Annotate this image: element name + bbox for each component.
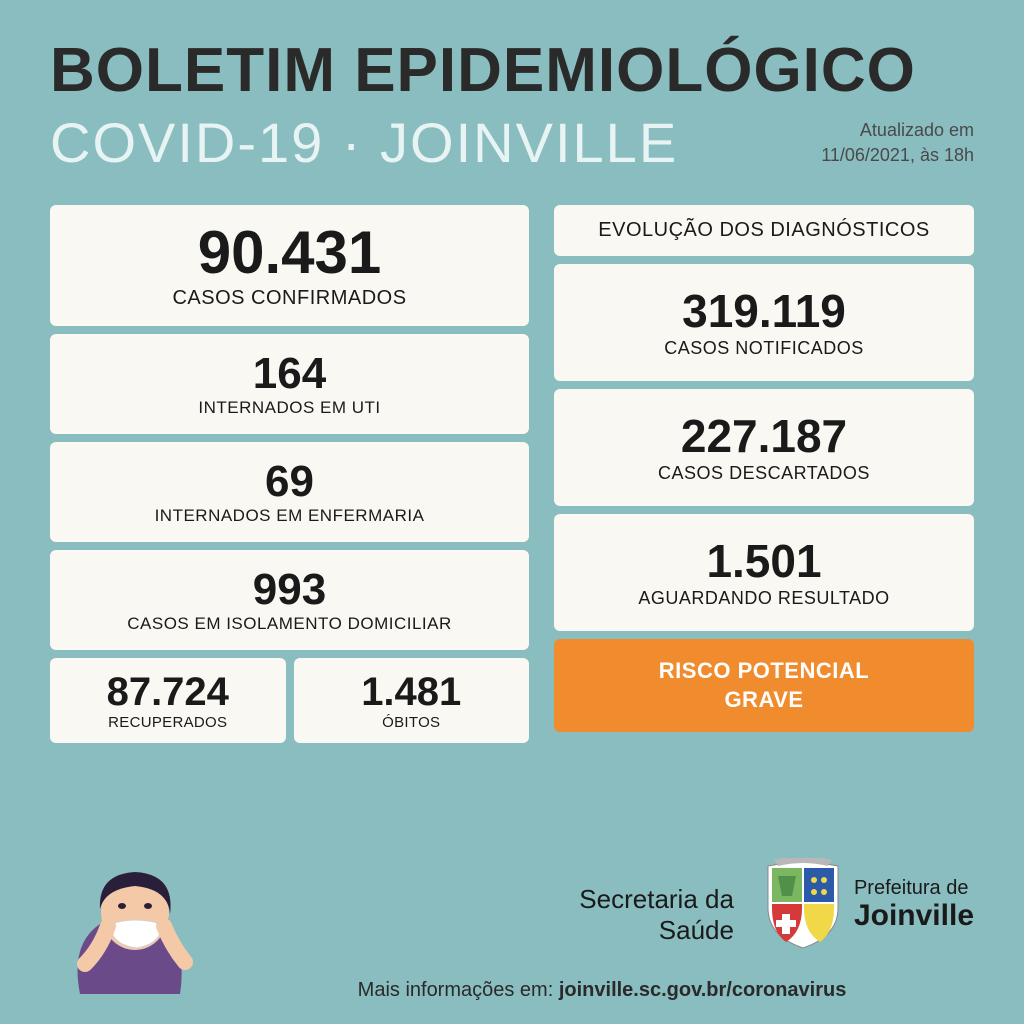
box-confirmed: 90.431 CASOS CONFIRMADOS: [50, 205, 529, 326]
ward-value: 69: [60, 460, 519, 504]
deaths-value: 1.481: [304, 672, 520, 712]
icu-label: INTERNADOS EM UTI: [60, 398, 519, 418]
updated-label: Atualizado em: [860, 120, 974, 140]
more-info-label: Mais informações em:: [358, 979, 554, 1001]
notified-label: CASOS NOTIFICADOS: [564, 338, 964, 359]
prefeitura-line1: Prefeitura de: [854, 877, 969, 899]
deaths-label: ÓBITOS: [304, 714, 520, 731]
confirmed-value: 90.431: [60, 223, 519, 283]
ward-label: INTERNADOS EM ENFERMARIA: [60, 506, 519, 526]
mask-person-icon: [50, 834, 210, 994]
secretaria-block: Secretaria da Saúde: [240, 884, 734, 946]
title-main: BOLETIM EPIDEMIOLÓGICO: [50, 40, 974, 102]
isolation-value: 993: [60, 568, 519, 612]
panel-left: 90.431 CASOS CONFIRMADOS 164 INTERNADOS …: [50, 205, 529, 743]
logo-block: Prefeitura de Joinville: [764, 858, 974, 950]
awaiting-label: AGUARDANDO RESULTADO: [564, 588, 964, 609]
box-isolation: 993 CASOS EM ISOLAMENTO DOMICILIAR: [50, 550, 529, 650]
box-risk: RISCO POTENCIAL GRAVE: [554, 639, 974, 732]
box-awaiting: 1.501 AGUARDANDO RESULTADO: [554, 514, 974, 631]
secretaria-line2: Saúde: [659, 915, 734, 945]
risk-line1: RISCO POTENCIAL: [659, 658, 869, 683]
header: BOLETIM EPIDEMIOLÓGICO COVID-19 · JOINVI…: [0, 0, 1024, 195]
recovered-value: 87.724: [60, 672, 276, 712]
notified-value: 319.119: [564, 288, 964, 334]
awaiting-value: 1.501: [564, 538, 964, 584]
prefeitura-city: Joinville: [854, 899, 974, 932]
panels: 90.431 CASOS CONFIRMADOS 164 INTERNADOS …: [0, 195, 1024, 743]
risk-line2: GRAVE: [724, 687, 803, 712]
box-evolution-header: EVOLUÇÃO DOS DIAGNÓSTICOS: [554, 205, 974, 256]
discarded-value: 227.187: [564, 413, 964, 459]
icu-value: 164: [60, 352, 519, 396]
box-recovered: 87.724 RECUPERADOS: [50, 658, 286, 743]
box-notified: 319.119 CASOS NOTIFICADOS: [554, 264, 974, 381]
updated-value: 11/06/2021, às 18h: [821, 145, 974, 165]
recovered-label: RECUPERADOS: [60, 714, 276, 731]
title-sub: COVID-19 · JOINVILLE: [50, 110, 678, 175]
prefeitura-block: Prefeitura de Joinville: [854, 877, 974, 932]
isolation-label: CASOS EM ISOLAMENTO DOMICILIAR: [60, 614, 519, 634]
more-info-url: joinville.sc.gov.br/coronavirus: [559, 979, 847, 1001]
confirmed-label: CASOS CONFIRMADOS: [60, 287, 519, 310]
panel-right: EVOLUÇÃO DOS DIAGNÓSTICOS 319.119 CASOS …: [554, 205, 974, 743]
row-recovered-deaths: 87.724 RECUPERADOS 1.481 ÓBITOS: [50, 658, 529, 743]
secretaria-line1: Secretaria da: [579, 884, 734, 914]
box-icu: 164 INTERNADOS EM UTI: [50, 334, 529, 434]
shield-icon: [764, 858, 842, 950]
more-info: Mais informações em: joinville.sc.gov.br…: [0, 979, 1024, 1002]
box-deaths: 1.481 ÓBITOS: [294, 658, 530, 743]
discarded-label: CASOS DESCARTADOS: [564, 463, 964, 484]
box-ward: 69 INTERNADOS EM ENFERMARIA: [50, 442, 529, 542]
box-discarded: 227.187 CASOS DESCARTADOS: [554, 389, 974, 506]
title-sub-row: COVID-19 · JOINVILLE Atualizado em 11/06…: [50, 110, 974, 175]
updated-block: Atualizado em 11/06/2021, às 18h: [821, 118, 974, 168]
